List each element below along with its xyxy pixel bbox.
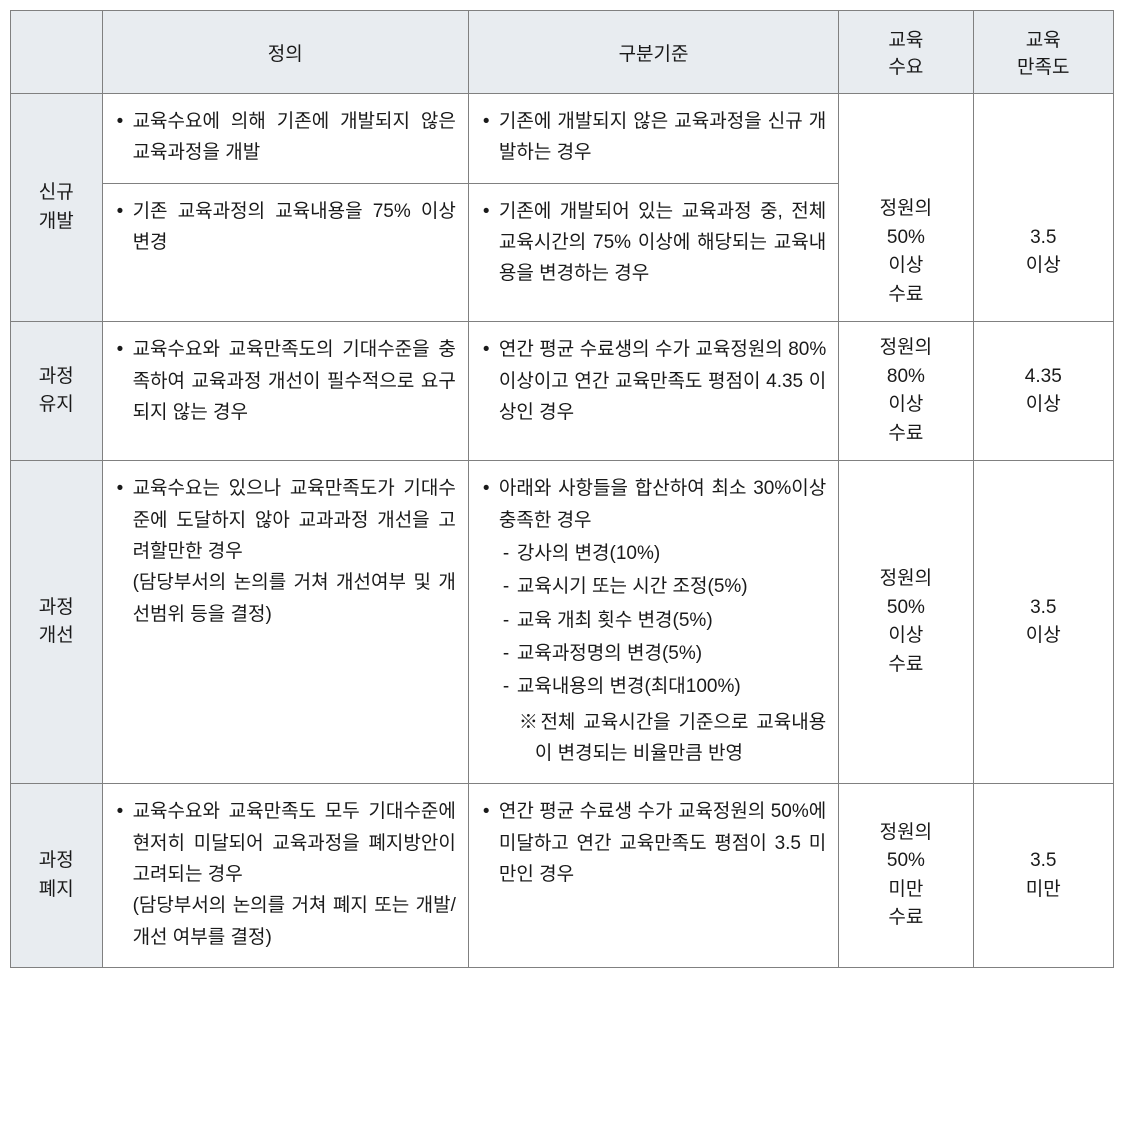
row-label-maintain: 과정유지 [11, 322, 103, 461]
satisfaction-cell: 3.5이상 [973, 461, 1113, 784]
definition-cell: 기존 교육과정의 교육내용을 75% 이상 변경 [102, 183, 468, 322]
demand-cell: 정원의50%이상수료 [839, 461, 973, 784]
bullet-text: 아래와 사항들을 합산하여 최소 30%이상 충족한 경우 [499, 478, 826, 530]
bullet-item: 아래와 사항들을 합산하여 최소 30%이상 충족한 경우 강사의 변경(10%… [479, 473, 826, 769]
criteria-cell: 아래와 사항들을 합산하여 최소 30%이상 충족한 경우 강사의 변경(10%… [468, 461, 838, 784]
bullet-item: 기존 교육과정의 교육내용을 75% 이상 변경 [113, 196, 456, 259]
header-demand: 교육수요 [839, 11, 973, 94]
bullet-item: 연간 평균 수료생의 수가 교육정원의 80%이상이고 연간 교육만족도 평점이… [479, 334, 826, 428]
criteria-cell: 기존에 개발되어 있는 교육과정 중, 전체 교육시간의 75% 이상에 해당되… [468, 183, 838, 322]
sub-list: 강사의 변경(10%) 교육시기 또는 시간 조정(5%) 교육 개최 횟수 변… [499, 538, 826, 703]
demand-cell: 정원의50%이상수료 [839, 183, 973, 322]
bullet-item: 연간 평균 수료생 수가 교육정원의 50%에 미달하고 연간 교육만족도 평점… [479, 796, 826, 890]
definition-cell: 교육수요와 교육만족도 모두 기대수준에 현저히 미달되어 교육과정을 폐지방안… [102, 784, 468, 968]
sub-item: 교육내용의 변경(최대100%) [499, 671, 826, 702]
bullet-item: 교육수요와 교육만족도 모두 기대수준에 현저히 미달되어 교육과정을 폐지방안… [113, 796, 456, 953]
demand-cell: 정원의50%미만수료 [839, 784, 973, 968]
row-label-abolish: 과정폐지 [11, 784, 103, 968]
header-definition: 정의 [102, 11, 468, 94]
table-body: 신규개발 교육수요에 의해 기존에 개발되지 않은 교육과정을 개발 기존에 개… [11, 94, 1114, 968]
bullet-item: 교육수요는 있으나 교육만족도가 기대수준에 도달하지 않아 교과과정 개선을 … [113, 473, 456, 630]
row-label-new-dev: 신규개발 [11, 94, 103, 322]
header-blank [11, 11, 103, 94]
bullet-item: 기존에 개발되어 있는 교육과정 중, 전체 교육시간의 75% 이상에 해당되… [479, 196, 826, 290]
bullet-item: 교육수요에 의해 기존에 개발되지 않은 교육과정을 개발 [113, 106, 456, 169]
header-satisfaction: 교육만족도 [973, 11, 1113, 94]
satisfaction-cell: 3.5이상 [973, 183, 1113, 322]
criteria-cell: 기존에 개발되지 않은 교육과정을 신규 개발하는 경우 [468, 94, 838, 184]
table-row: 과정폐지 교육수요와 교육만족도 모두 기대수준에 현저히 미달되어 교육과정을… [11, 784, 1114, 968]
criteria-cell: 연간 평균 수료생 수가 교육정원의 50%에 미달하고 연간 교육만족도 평점… [468, 784, 838, 968]
satisfaction-cell: 4.35이상 [973, 322, 1113, 461]
definition-cell: 교육수요와 교육만족도의 기대수준을 충족하여 교육과정 개선이 필수적으로 요… [102, 322, 468, 461]
row-label-improve: 과정개선 [11, 461, 103, 784]
bullet-text: 교육수요와 교육만족도 모두 기대수준에 현저히 미달되어 교육과정을 폐지방안… [133, 801, 456, 947]
header-criteria: 구분기준 [468, 11, 838, 94]
satisfaction-cell-upper [973, 94, 1113, 184]
definition-cell: 교육수요는 있으나 교육만족도가 기대수준에 도달하지 않아 교과과정 개선을 … [102, 461, 468, 784]
table-row: 기존 교육과정의 교육내용을 75% 이상 변경 기존에 개발되어 있는 교육과… [11, 183, 1114, 322]
sub-item: 교육과정명의 변경(5%) [499, 638, 826, 669]
criteria-table: 정의 구분기준 교육수요 교육만족도 신규개발 교육수요에 의해 기존에 개발되… [10, 10, 1114, 968]
definition-cell: 교육수요에 의해 기존에 개발되지 않은 교육과정을 개발 [102, 94, 468, 184]
demand-cell: 정원의80%이상수료 [839, 322, 973, 461]
satisfaction-cell: 3.5미만 [973, 784, 1113, 968]
sub-item: 교육 개최 횟수 변경(5%) [499, 605, 826, 636]
criteria-cell: 연간 평균 수료생의 수가 교육정원의 80%이상이고 연간 교육만족도 평점이… [468, 322, 838, 461]
sub-item: 강사의 변경(10%) [499, 538, 826, 569]
sub-item: 교육시기 또는 시간 조정(5%) [499, 571, 826, 602]
table-row: 과정개선 교육수요는 있으나 교육만족도가 기대수준에 도달하지 않아 교과과정… [11, 461, 1114, 784]
table-header: 정의 구분기준 교육수요 교육만족도 [11, 11, 1114, 94]
demand-cell-upper [839, 94, 973, 184]
bullet-text: 교육수요는 있으나 교육만족도가 기대수준에 도달하지 않아 교과과정 개선을 … [133, 478, 456, 624]
bullet-item: 교육수요와 교육만족도의 기대수준을 충족하여 교육과정 개선이 필수적으로 요… [113, 334, 456, 428]
table-row: 과정유지 교육수요와 교육만족도의 기대수준을 충족하여 교육과정 개선이 필수… [11, 322, 1114, 461]
bullet-item: 기존에 개발되지 않은 교육과정을 신규 개발하는 경우 [479, 106, 826, 169]
table-row: 신규개발 교육수요에 의해 기존에 개발되지 않은 교육과정을 개발 기존에 개… [11, 94, 1114, 184]
note-text: ※전체 교육시간을 기준으로 교육내용이 변경되는 비율만큼 반영 [505, 707, 826, 770]
